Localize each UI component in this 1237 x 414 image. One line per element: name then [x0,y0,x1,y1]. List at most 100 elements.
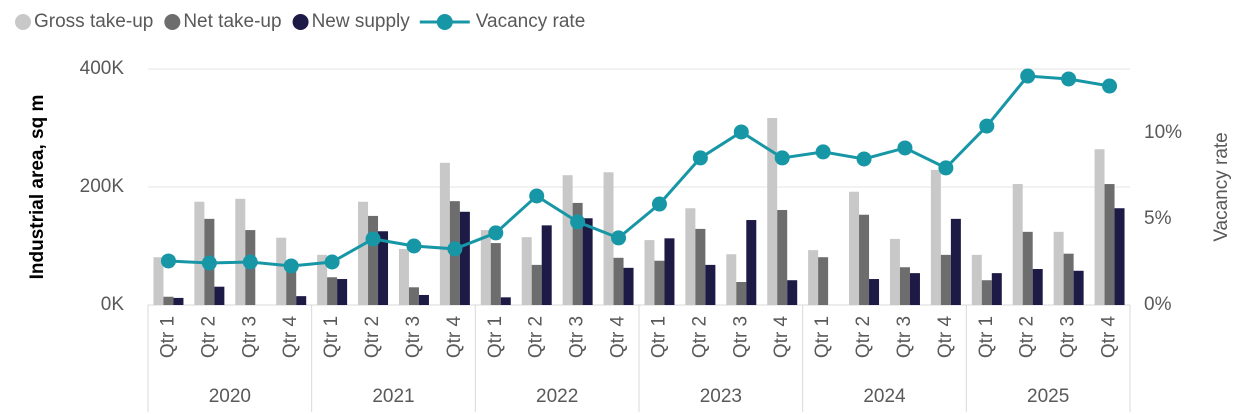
bar [1104,184,1115,305]
line-marker [242,254,258,270]
x-tick-label: Qtr 4 [1099,315,1120,358]
y2-tick-label: 5% [1144,208,1172,229]
x-tick-label: Qtr 3 [239,316,260,358]
x-group-label: 2022 [536,386,578,407]
y2-tick-label: 0% [1144,294,1172,315]
bar [950,218,961,305]
x-tick-label: Qtr 4 [935,315,956,358]
bar [1022,231,1033,305]
y-axis-label: Industrial area, sq m [27,95,48,280]
x-tick-label: Qtr 4 [771,315,792,358]
line-marker [938,160,954,176]
bar [296,296,307,305]
line-marker [856,151,872,167]
y-tick-label: 0K [101,294,125,315]
bar [562,175,573,305]
bar [1063,253,1074,305]
x-tick-label: Qtr 2 [1017,316,1038,358]
bar [685,208,696,305]
bar [337,279,348,305]
bar [859,214,870,305]
line-marker [488,225,504,241]
line-marker [979,118,995,134]
legend-label: Gross take-up [34,11,153,32]
x-tick-label: Qtr 1 [157,316,178,358]
x-tick-label: Qtr 2 [526,316,547,358]
line-marker [815,144,831,160]
bar [500,297,511,305]
bar [521,237,532,305]
x-tick-label: Qtr 2 [853,316,874,358]
legend-label: Net take-up [183,11,281,32]
bar [726,254,737,305]
bar [480,230,491,305]
bar [1073,270,1084,305]
line-marker [570,214,586,230]
bar [664,238,675,305]
bar [358,201,369,305]
legend-marker [164,14,181,30]
line-marker [774,150,790,166]
bar [418,294,429,305]
bar [971,254,982,305]
bar [808,250,819,305]
bar [818,257,829,305]
bar [214,286,225,305]
x-tick-label: Qtr 4 [444,315,465,358]
x-group-label: 2024 [863,386,906,407]
bar [654,260,665,305]
line-marker [692,150,708,166]
bar [439,162,450,305]
x-group-label: 2025 [1027,386,1069,407]
line-marker [1061,71,1077,87]
bar [603,172,614,305]
bar [490,243,501,305]
bar [582,218,593,305]
x-tick-label: Qtr 3 [567,316,588,358]
bar [1114,208,1125,305]
x-tick-label: Qtr 2 [362,316,383,358]
bar [849,191,860,305]
bar [695,228,706,305]
line [168,74,1110,268]
bar [378,231,389,305]
bar [398,248,409,305]
line-marker [1020,68,1036,84]
line-marker [1102,78,1118,94]
line-marker [651,196,667,212]
x-tick-label: Qtr 3 [1058,316,1079,358]
x-tick-label: Qtr 2 [689,316,710,358]
bar [613,257,624,305]
x-tick-label: Qtr 1 [812,316,833,358]
bar [173,297,184,305]
y2-tick-label: 10% [1144,122,1182,143]
bar [940,254,951,305]
bar [327,277,338,305]
x-tick-label: Qtr 1 [485,316,506,358]
bar [276,237,287,305]
bar [644,240,655,305]
y-tick-label: 200K [80,176,125,197]
x-tick-label: Qtr 4 [280,315,301,358]
bar [368,215,379,305]
bar [909,273,920,305]
line-marker [406,238,422,254]
y-tick-label: 400K [80,58,125,79]
x-tick-label: Qtr 3 [894,316,915,358]
line-marker [611,230,627,246]
legend-marker [292,14,309,30]
x-tick-label: Qtr 1 [976,316,997,358]
bar [541,225,552,305]
x-tick-label: Qtr 1 [321,316,342,358]
bar [889,238,900,305]
bar [623,267,634,305]
y2-axis-label: Vacancy rate [1211,132,1232,241]
line-marker [447,241,463,257]
bar [899,267,910,305]
bar [930,169,941,305]
bar [736,281,747,305]
bar [317,254,328,305]
bar [777,210,788,305]
line-marker [283,258,299,274]
